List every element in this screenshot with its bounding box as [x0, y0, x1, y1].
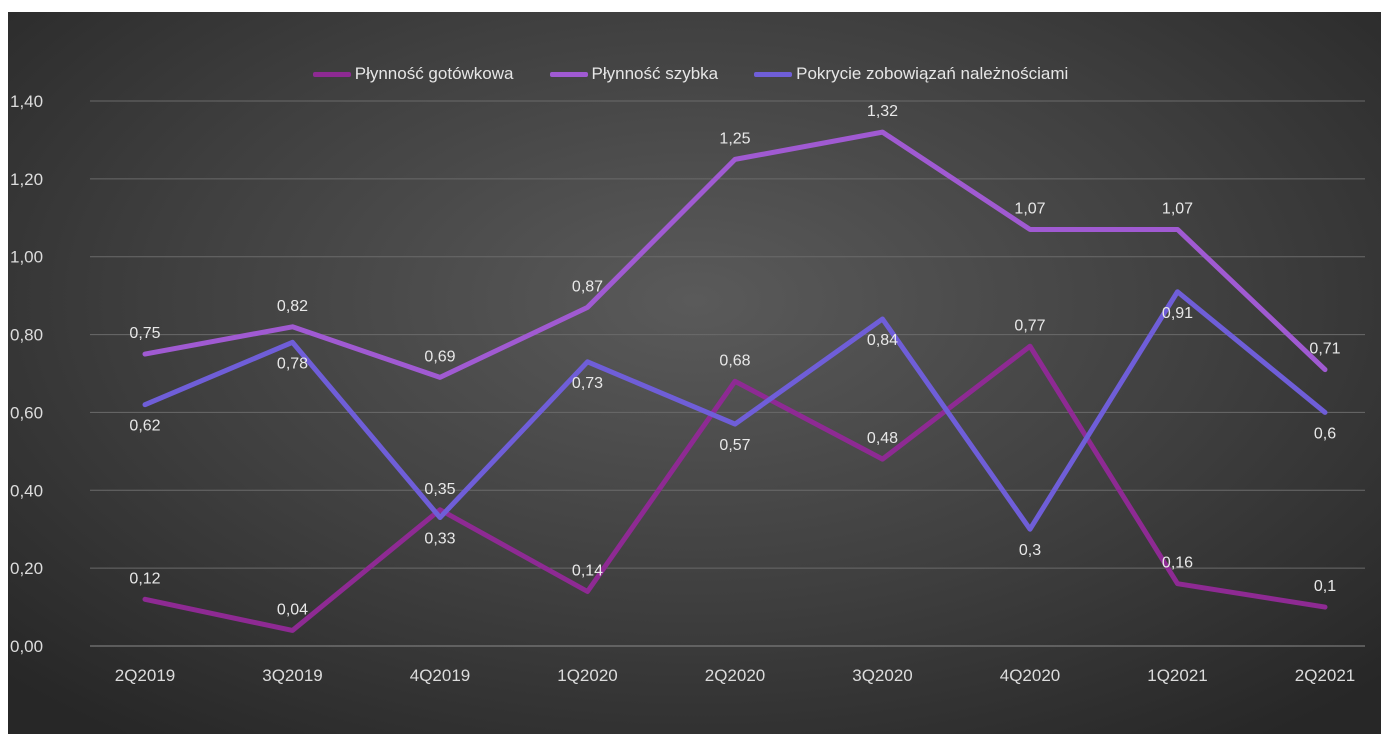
data-label: 0,87: [572, 278, 603, 295]
data-label: 0,71: [1309, 341, 1340, 358]
x-tick-label: 1Q2021: [1147, 666, 1208, 685]
x-tick-label: 2Q2021: [1295, 666, 1356, 685]
data-label: 0,69: [424, 348, 455, 365]
legend-item-quick-liquidity: Płynność szybka: [549, 64, 719, 84]
legend-label: Płynność szybka: [591, 64, 719, 83]
y-tick-label: 1,00: [10, 248, 43, 267]
data-label: 0,78: [277, 355, 308, 372]
chart-area: [8, 12, 1381, 734]
data-label: 0,68: [719, 352, 750, 369]
series-line-1: [142, 129, 1328, 380]
data-label: 0,57: [719, 437, 750, 454]
data-label: 1,32: [867, 103, 898, 120]
legend-swatch: [549, 71, 588, 77]
data-label: 0,12: [129, 570, 160, 587]
legend-item-cash-liquidity: Płynność gotówkowa: [312, 64, 514, 84]
y-tick-label: 0,40: [10, 481, 43, 500]
data-label: 0,04: [277, 601, 308, 618]
data-label: 0,3: [1019, 542, 1041, 559]
data-label: 1,25: [719, 130, 750, 147]
data-label: 0,48: [867, 430, 898, 447]
data-label: 0,6: [1314, 425, 1336, 442]
y-tick-label: 0,20: [10, 559, 43, 578]
data-label: 0,62: [129, 418, 160, 435]
legend-swatch: [754, 71, 793, 77]
x-tick-label: 1Q2020: [557, 666, 618, 685]
data-label: 0,91: [1162, 305, 1193, 322]
x-tick-label: 4Q2019: [410, 666, 471, 685]
data-label: 0,16: [1162, 555, 1193, 572]
x-tick-label: 2Q2020: [705, 666, 766, 685]
data-label: 0,73: [572, 375, 603, 392]
data-label: 0,33: [424, 531, 455, 548]
y-tick-label: 1,40: [10, 92, 43, 111]
data-label: 0,84: [867, 332, 898, 349]
data-label: 0,77: [1014, 317, 1045, 334]
y-tick-label: 0,60: [10, 403, 43, 422]
legend-item-receivables-coverage: Pokrycie zobowiązań należnościami: [754, 64, 1068, 84]
y-tick-label: 0,80: [10, 326, 43, 345]
legend-swatch: [312, 71, 351, 77]
legend-label: Pokrycie zobowiązań należnościami: [796, 64, 1069, 83]
series-line-0: [142, 343, 1328, 633]
x-tick-label: 3Q2020: [852, 666, 913, 685]
data-label: 0,14: [572, 563, 603, 580]
y-tick-label: 1,20: [10, 170, 43, 189]
x-tick-label: 4Q2020: [1000, 666, 1061, 685]
data-label: 1,07: [1014, 200, 1045, 217]
series-line-2: [142, 289, 1328, 532]
data-label: 0,1: [1314, 578, 1336, 595]
x-tick-label: 2Q2019: [115, 666, 176, 685]
data-label: 0,75: [129, 325, 160, 342]
legend-label: Płynność gotówkowa: [354, 64, 514, 83]
data-label: 0,82: [277, 298, 308, 315]
y-tick-label: 0,00: [10, 637, 43, 656]
legend: Płynność gotówkowa Płynność szybka Pokry…: [0, 62, 1381, 86]
data-label: 0,35: [424, 481, 455, 498]
x-tick-label: 3Q2019: [262, 666, 323, 685]
data-label: 1,07: [1162, 200, 1193, 217]
